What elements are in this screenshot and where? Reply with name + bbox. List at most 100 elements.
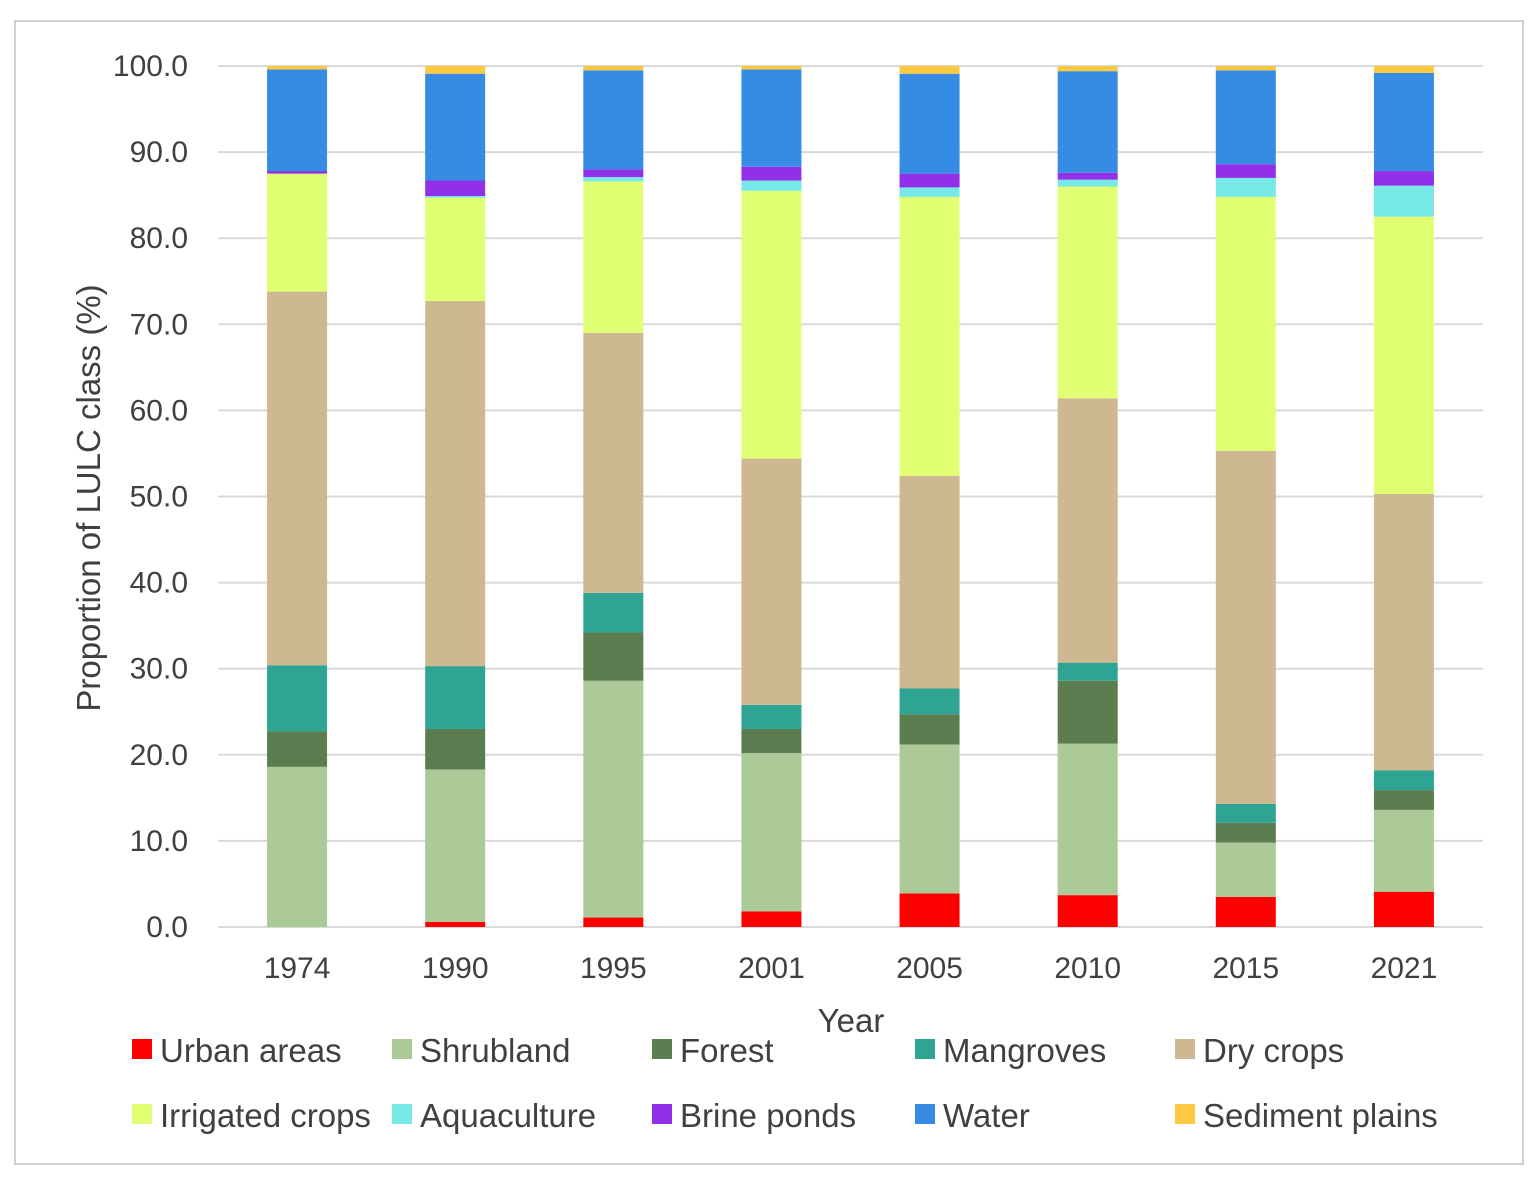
bar-segment [425, 66, 486, 74]
bar-stack-2001 [741, 66, 802, 927]
y-tick-label: 90.0 [130, 136, 188, 169]
bar-segment [1373, 891, 1434, 927]
bar-segment [1057, 66, 1118, 72]
bar-segment [741, 66, 802, 70]
bar-segment [1373, 770, 1434, 791]
legend-item: Brine ponds [652, 1097, 856, 1134]
bar-segment [583, 680, 644, 918]
bar-stack-1974 [267, 66, 328, 927]
bar-segment [899, 893, 960, 927]
y-tick-label: 0.0 [146, 911, 188, 944]
bar-segment [425, 197, 486, 302]
bar-segment [1057, 186, 1118, 399]
bar-stack-2015 [1215, 66, 1276, 927]
bar-segment [1215, 842, 1276, 897]
bar-stack-2005 [899, 66, 960, 927]
y-tick-label: 20.0 [130, 739, 188, 772]
bar-segment [583, 181, 644, 333]
legend-item: Urban areas [132, 1032, 342, 1069]
bar-segment [899, 66, 960, 74]
bar-segment [425, 196, 486, 198]
bar-segment [1373, 171, 1434, 186]
y-axis-title: Proportion of LULC class (%) [70, 284, 107, 711]
x-tick-label: 2021 [1371, 952, 1438, 985]
bar-segment [1215, 803, 1276, 823]
bar-segment [1057, 895, 1118, 927]
bar-segment [583, 632, 644, 681]
bar-segment [1373, 72, 1434, 172]
y-tick-label: 80.0 [130, 222, 188, 255]
legend-item: Irrigated crops [132, 1097, 371, 1134]
legend-swatch [132, 1039, 152, 1059]
y-tick-label: 60.0 [130, 394, 188, 427]
bar-segment [1057, 743, 1118, 896]
bar-segment [583, 169, 644, 178]
bar-segment [1373, 493, 1434, 771]
legend-label: Aquaculture [420, 1097, 596, 1134]
bar-segment [267, 766, 328, 927]
bar-segment [1057, 680, 1118, 744]
legend-swatch [392, 1104, 412, 1124]
bar-segment [1215, 450, 1276, 804]
bar-stack-1990 [425, 66, 486, 927]
bar-segment [741, 190, 802, 459]
y-tick-label: 40.0 [130, 567, 188, 600]
x-tick-label: 2015 [1212, 952, 1279, 985]
gridlines [218, 65, 1483, 928]
legend: Urban areas Shrubland Forest Mangroves Dry c… [132, 1032, 1438, 1134]
bar-segment [1215, 70, 1276, 165]
legend-swatch [1175, 1039, 1195, 1059]
x-tick-label: 1990 [422, 952, 489, 985]
bar-segment [425, 180, 486, 197]
bar-segment [741, 911, 802, 927]
bar-segment [1057, 662, 1118, 681]
bar-segment [899, 196, 960, 476]
bar-segment [425, 301, 486, 667]
bar-segment [899, 475, 960, 689]
bar-segment [1215, 164, 1276, 178]
legend-label: Dry crops [1203, 1032, 1344, 1069]
legend-swatch [915, 1039, 935, 1059]
bar-stack-2021 [1373, 66, 1434, 927]
bar-segment [1373, 185, 1434, 217]
legend-item: Shrubland [392, 1032, 570, 1069]
bar-segment [899, 688, 960, 715]
bar-segment [1215, 896, 1276, 927]
bar-segment [1215, 196, 1276, 451]
bar-segment [899, 744, 960, 894]
bar-segment [425, 728, 486, 770]
bar-segment [1057, 172, 1118, 180]
bar-segment [425, 921, 486, 927]
bar-segment [899, 173, 960, 188]
bar-stack-2010 [1057, 66, 1118, 927]
legend-swatch [1175, 1104, 1195, 1124]
bar-segment [899, 73, 960, 174]
bar-segment [741, 753, 802, 912]
bar-segment [267, 173, 328, 292]
bar-segment [741, 728, 802, 754]
bar-segment [1373, 790, 1434, 810]
bar-segment [267, 665, 328, 732]
bar-segment [741, 69, 802, 167]
legend-item: Dry crops [1175, 1032, 1344, 1069]
y-tick-label: 70.0 [130, 308, 188, 341]
legend-swatch [392, 1039, 412, 1059]
x-tick-label: 2010 [1054, 952, 1121, 985]
bar-segment [741, 166, 802, 181]
bar-segment [267, 69, 328, 172]
bar-segment [1215, 66, 1276, 71]
x-tick-label: 1995 [580, 952, 647, 985]
bar-segment [267, 66, 328, 70]
legend-item: Aquaculture [392, 1097, 596, 1134]
bar-segment [1373, 66, 1434, 73]
bar-segment [583, 177, 644, 182]
legend-label: Water [943, 1097, 1030, 1134]
bar-segment [425, 769, 486, 922]
bar-segment [741, 704, 802, 729]
bar-segment [267, 291, 328, 666]
bar-segment [267, 731, 328, 767]
bar-segment [583, 70, 644, 170]
y-tick-label: 10.0 [130, 825, 188, 858]
bar-segment [583, 332, 644, 593]
